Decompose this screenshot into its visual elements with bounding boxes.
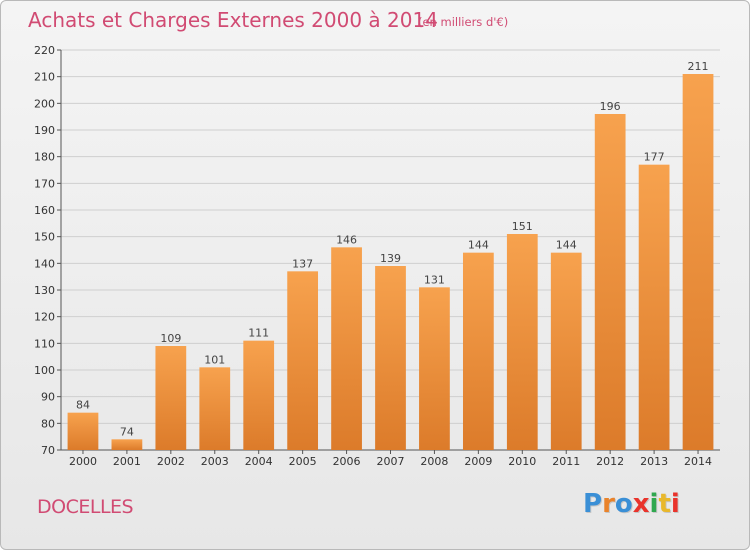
x-tick-label: 2014: [684, 455, 712, 468]
bar: [506, 234, 538, 450]
x-tick-label: 2000: [69, 455, 97, 468]
y-tick-label: 180: [34, 151, 55, 164]
bar: [287, 271, 319, 450]
bar: [682, 74, 714, 450]
y-tick-label: 210: [34, 71, 55, 84]
x-tick-label: 2002: [157, 455, 185, 468]
x-tick-label: 2013: [640, 455, 668, 468]
chart-subtitle: (en milliers d'€): [418, 15, 509, 29]
x-tick-label: 2010: [508, 455, 536, 468]
proxiti-logo: Proxiti: [583, 489, 680, 519]
bar: [419, 287, 450, 450]
bar-value-label: 144: [468, 239, 489, 252]
bar: [331, 247, 362, 450]
y-tick-label: 200: [34, 97, 55, 110]
y-tick-label: 110: [34, 337, 55, 350]
bar: [111, 439, 143, 450]
x-tick-label: 2011: [552, 455, 580, 468]
bar-value-label: 109: [160, 332, 181, 345]
bar-value-label: 151: [512, 220, 533, 233]
y-tick-label: 170: [34, 177, 55, 190]
bar-value-label: 111: [248, 327, 269, 340]
bar-value-label: 146: [336, 233, 357, 246]
x-tick-label: 2003: [201, 455, 229, 468]
x-tick-label: 2012: [596, 455, 624, 468]
bar-value-label: 74: [120, 425, 134, 438]
bar-value-label: 144: [556, 239, 577, 252]
logo-letter: o: [614, 489, 633, 519]
bar-value-label: 84: [76, 399, 90, 412]
x-tick-label: 2007: [377, 455, 405, 468]
x-tick-label: 2008: [420, 455, 448, 468]
logo-letter: t: [658, 489, 671, 519]
x-tick-label: 2001: [113, 455, 141, 468]
bar: [67, 412, 99, 450]
y-tick-label: 150: [34, 231, 55, 244]
place-name: DOCELLES: [37, 496, 134, 518]
y-tick-label: 70: [41, 444, 55, 457]
bar: [550, 252, 582, 450]
y-tick-label: 90: [41, 391, 55, 404]
bar: [243, 340, 275, 450]
logo-letter: r: [602, 489, 615, 519]
bar-value-label: 101: [204, 353, 225, 366]
bar-value-label: 196: [600, 100, 621, 113]
logo-letter: i: [649, 489, 659, 519]
y-tick-label: 100: [34, 364, 55, 377]
bar-value-label: 131: [424, 273, 445, 286]
logo-letter: x: [632, 489, 650, 519]
logo-letter: P: [583, 489, 603, 519]
bar: [638, 164, 670, 450]
x-tick-label: 2006: [333, 455, 361, 468]
x-tick-label: 2005: [289, 455, 317, 468]
bar-value-label: 177: [644, 151, 665, 164]
bar: [462, 252, 494, 450]
bar: [594, 114, 626, 450]
y-tick-label: 120: [34, 311, 55, 324]
y-tick-label: 220: [34, 44, 55, 57]
x-tick-label: 2009: [464, 455, 492, 468]
bar-value-label: 137: [292, 257, 313, 270]
bar: [375, 266, 406, 450]
logo-letter: i: [670, 489, 680, 519]
y-tick-label: 80: [41, 417, 55, 430]
chart-title: Achats et Charges Externes 2000 à 2014: [28, 8, 438, 32]
bar: [155, 346, 187, 450]
x-tick-label: 2004: [245, 455, 273, 468]
y-tick-label: 140: [34, 257, 55, 270]
bar-value-label: 211: [688, 60, 709, 73]
y-tick-label: 160: [34, 204, 55, 217]
bar-value-label: 139: [380, 252, 401, 265]
y-tick-label: 130: [34, 284, 55, 297]
bar: [199, 367, 231, 450]
y-tick-label: 190: [34, 124, 55, 137]
